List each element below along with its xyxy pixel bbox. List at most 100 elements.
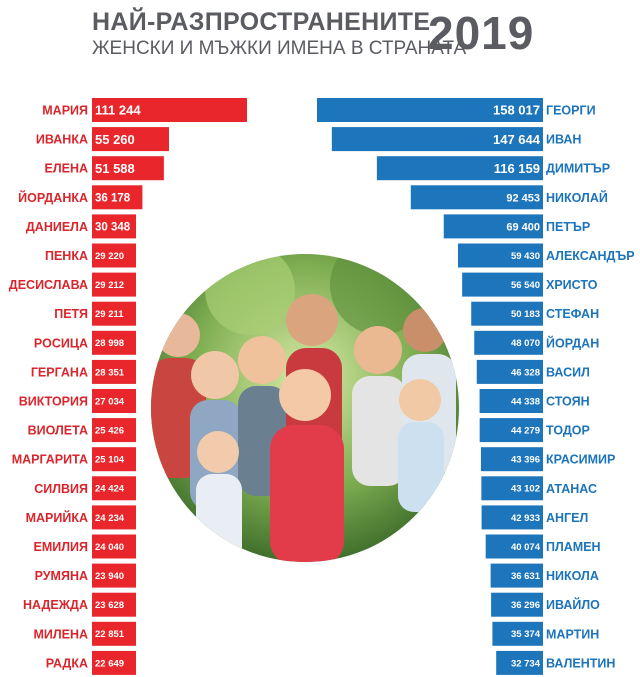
male-bar [479,418,543,443]
family-photo-icon [151,254,459,562]
male-name-label: ЙОРДАН [546,335,599,350]
male-bar [331,127,543,152]
year-label: 2019 [428,7,535,59]
female-name-label: ДЕСИСЛАВА [9,278,88,292]
male-bar [490,563,543,588]
male-value-label: 36 631 [511,571,541,582]
male-bar [479,389,543,413]
male-value-label: 59 430 [511,251,540,262]
male-name-label: ПЕТЪР [546,220,590,234]
male-name-label: ГЕОРГИ [546,104,596,118]
male-name-label: ХРИСТО [546,278,598,292]
male-name-label: ВАСИЛ [546,365,590,379]
male-value-label: 36 296 [511,600,540,611]
female-name-label: МАРИЯ [42,104,88,118]
female-name-label: МАРИЙКА [26,510,88,525]
female-bar [92,563,136,588]
male-value-label: 32 734 [511,658,541,669]
male-name-label: АТАНАС [546,482,597,496]
female-name-label: РУМЯНА [35,569,88,583]
male-bar [458,243,543,268]
female-bar [92,592,136,617]
female-value-label: 28 351 [95,367,125,378]
male-value-label: 50 183 [511,309,540,320]
male-bar [491,592,543,617]
female-value-label: 29 211 [95,309,124,320]
male-bar [496,650,543,675]
male-name-label: ВАЛЕНТИН [546,656,615,670]
female-value-label: 28 998 [95,338,124,349]
male-value-label: 69 400 [506,221,540,233]
female-name-label: РОСИЦА [34,336,88,350]
female-bar [92,301,136,326]
male-value-label: 158 017 [493,103,540,118]
female-value-label: 51 588 [95,161,135,176]
female-name-label: СИЛВИЯ [34,482,88,496]
female-bar [92,418,136,443]
female-bar [92,447,136,472]
female-value-label: 30 348 [95,222,131,234]
female-bar [92,505,136,530]
male-name-label: СТОЯН [546,395,590,409]
female-bar [92,127,169,152]
male-name-label: АЛЕКСАНДЪР [546,249,635,263]
female-value-label: 27 034 [95,396,125,407]
female-name-label: ПЕТЯ [54,307,88,321]
female-value-label: 24 234 [95,513,125,524]
male-name-label: КРАСИМИР [546,453,615,467]
male-value-label: 44 338 [511,396,540,407]
female-names-series: МАРИЯ 111 244 ИВАНКА 55 260 ЕЛЕНА 51 588 ЙОРДА… [9,98,247,675]
page-subtitle: ЖЕНСКИ И МЪЖКИ ИМЕНА В СТРАНАТА [92,38,467,59]
female-value-label: 25 426 [95,426,124,437]
male-bar [492,621,543,646]
male-value-label: 40 074 [511,542,541,553]
male-bar [481,476,543,501]
female-bar [92,272,136,297]
male-bar [476,359,543,384]
male-names-series: ГЕОРГИ 158 017 ИВАН 147 644 ДИМИТЪР 116 159 НИ… [317,98,635,675]
female-value-label: 23 628 [95,600,124,611]
female-name-label: РАДКА [46,656,88,670]
female-bar [92,214,136,239]
female-value-label: 111 244 [95,103,141,118]
female-name-label: ВИОЛЕТА [28,424,88,438]
male-value-label: 48 070 [511,338,540,349]
male-bar [481,505,543,530]
page-title: НАЙ-РАЗПРОСТРАНЕНИТЕ [92,8,431,36]
male-value-label: 46 328 [511,367,540,378]
female-bar [92,98,247,122]
male-name-label: ПЛАМЕН [546,540,601,554]
male-value-label: 43 102 [511,484,540,495]
female-value-label: 29 212 [95,280,124,291]
male-bar [317,98,543,122]
female-value-label: 23 940 [95,571,124,582]
female-name-label: ЙОРДАНКА [18,190,88,205]
female-value-label: 25 104 [95,455,125,466]
female-name-label: ЕМИЛИЯ [34,540,88,554]
female-name-label: ЕЛЕНА [45,162,89,176]
female-value-label: 55 260 [95,132,135,147]
female-name-label: ПЕНКА [45,249,88,263]
female-bar [92,621,136,646]
female-bar [92,185,143,210]
female-bar [92,389,136,413]
female-name-label: ИВАНКА [36,133,88,147]
male-value-label: 42 933 [511,513,540,524]
male-name-label: СТЕФАН [546,307,599,321]
male-bar [462,272,543,297]
male-bar [480,447,543,472]
male-name-label: НИКОЛАЙ [546,190,608,205]
male-bar [410,185,543,210]
female-value-label: 22 649 [95,658,124,669]
male-bar [443,214,543,239]
male-name-label: ДИМИТЪР [546,162,610,176]
female-bar [92,359,136,384]
male-bar [474,330,543,355]
female-name-label: МАРГАРИТА [12,453,88,467]
female-value-label: 24 424 [95,484,125,495]
female-name-label: ГЕРГАНА [31,365,88,379]
male-value-label: 43 396 [511,455,540,466]
male-value-label: 44 279 [511,426,540,437]
female-bar [92,243,136,268]
